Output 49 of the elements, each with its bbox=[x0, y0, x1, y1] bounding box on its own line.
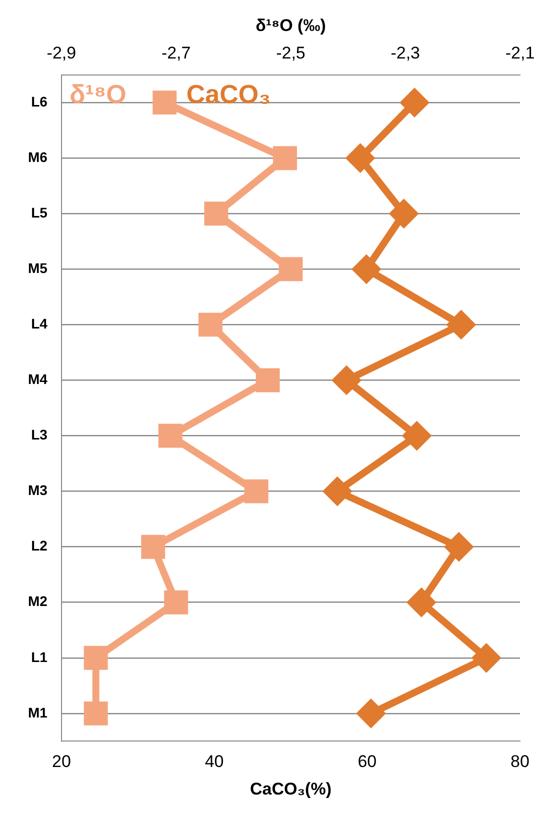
x-tick-label: 80 bbox=[510, 752, 530, 772]
x2-tick-label: -2,7 bbox=[161, 43, 191, 62]
point bbox=[273, 146, 297, 170]
point bbox=[333, 366, 360, 394]
point bbox=[84, 646, 108, 670]
x2-tick-label: -2,3 bbox=[390, 43, 420, 62]
point bbox=[390, 200, 418, 228]
x-tick-label: 40 bbox=[204, 752, 224, 772]
y-tick-label: M5 bbox=[28, 260, 48, 276]
x-tick-label: 20 bbox=[52, 752, 71, 772]
y-tick-label: L3 bbox=[31, 426, 48, 443]
point bbox=[352, 256, 380, 283]
point bbox=[244, 479, 268, 504]
point bbox=[357, 700, 384, 727]
point bbox=[256, 368, 280, 392]
x2-tick-label: -2,1 bbox=[505, 43, 535, 62]
y-tick-label: L4 bbox=[31, 316, 48, 332]
y-tick-label: L1 bbox=[31, 648, 48, 665]
x2-tick-label: -2,5 bbox=[276, 43, 306, 62]
x-tick-label: 60 bbox=[358, 752, 377, 772]
point bbox=[278, 257, 303, 282]
point bbox=[84, 701, 108, 726]
point bbox=[448, 311, 475, 338]
point bbox=[408, 588, 435, 616]
y-tick-label: M1 bbox=[28, 704, 48, 720]
point bbox=[403, 422, 430, 450]
point bbox=[141, 534, 166, 559]
x2-tick-label: -2,9 bbox=[46, 43, 76, 62]
y-tick-label: M2 bbox=[28, 593, 48, 610]
point bbox=[401, 89, 428, 116]
y-tick-label: M3 bbox=[28, 482, 48, 498]
text: CaCO₃ bbox=[186, 78, 271, 109]
y-tick-label: M4 bbox=[28, 371, 48, 388]
point bbox=[346, 144, 374, 172]
point bbox=[198, 312, 222, 337]
point bbox=[445, 533, 472, 560]
point bbox=[164, 590, 188, 614]
y-tick-label: L2 bbox=[31, 538, 48, 554]
y-tick-label: L5 bbox=[31, 204, 48, 220]
x-axis-title: CaCO₃(%) bbox=[250, 779, 332, 798]
y-tick-label: L6 bbox=[31, 93, 48, 110]
series-label: δ¹⁸O bbox=[69, 78, 126, 109]
x2-axis-title: δ¹⁸O (‰) bbox=[256, 16, 326, 35]
point bbox=[152, 90, 177, 115]
point bbox=[204, 202, 228, 226]
y-tick-label: M6 bbox=[28, 148, 48, 165]
point bbox=[158, 424, 182, 448]
point bbox=[324, 478, 351, 505]
point bbox=[472, 644, 500, 672]
